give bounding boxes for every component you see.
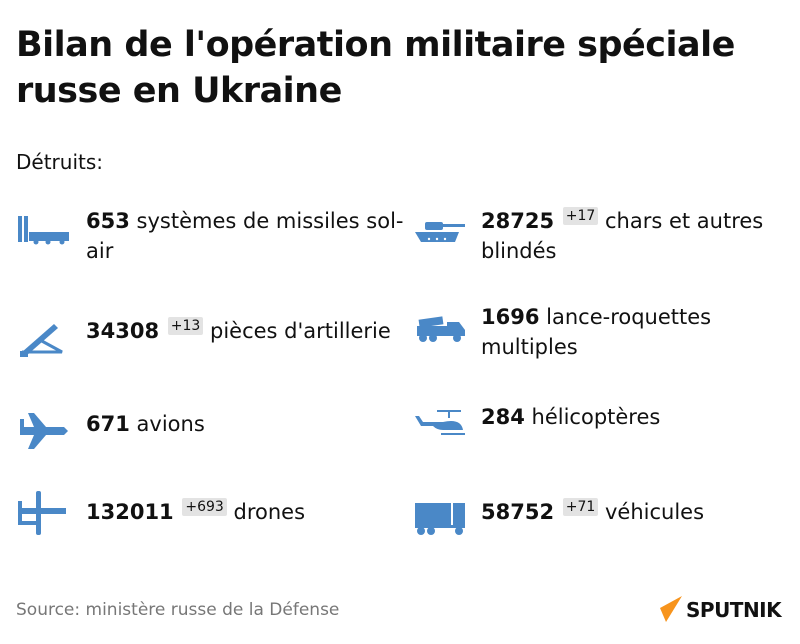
airplane-icon bbox=[20, 413, 68, 449]
stat-item: 132011 +693 drones bbox=[18, 491, 406, 535]
stat-number: 284 bbox=[481, 405, 525, 429]
stat-label: véhicules bbox=[604, 500, 705, 524]
stat-item: 28725 +17 chars et autres blindés bbox=[413, 206, 800, 266]
stat-number: 34308 bbox=[86, 319, 160, 343]
stat-item: 284 hélicoptères bbox=[413, 402, 800, 444]
delta-badge: +71 bbox=[562, 498, 599, 516]
stat-item: 1696 lance-roquettes multiples bbox=[413, 302, 800, 362]
stat-label: pièces d'artillerie bbox=[209, 319, 391, 343]
drone-icon bbox=[18, 491, 66, 535]
tank-icon bbox=[415, 222, 465, 242]
rocket-launcher-truck-icon bbox=[417, 316, 465, 342]
stat-label: systèmes de missiles sol-air bbox=[86, 209, 404, 263]
sputnik-logo: SPUTNIK bbox=[658, 596, 782, 624]
helicopter-icon bbox=[415, 410, 465, 435]
stat-number: 671 bbox=[86, 412, 130, 436]
delta-badge: +13 bbox=[167, 317, 204, 335]
page-title: Bilan de l'opération militaire spéciale … bbox=[16, 25, 735, 111]
stat-number: 1696 bbox=[481, 305, 540, 329]
stat-label: lance-roquettes multiples bbox=[481, 305, 712, 359]
stat-item: 653 systèmes de missiles sol-air bbox=[18, 206, 406, 266]
stat-item: 671 avions bbox=[18, 409, 406, 451]
stat-item: 58752 +71 véhicules bbox=[413, 497, 800, 539]
delta-badge: +17 bbox=[562, 207, 599, 225]
subtitle: Détruits: bbox=[16, 150, 104, 174]
stat-label: drones bbox=[233, 500, 306, 524]
stat-item: 34308 +13 pièces d'artillerie bbox=[18, 316, 406, 358]
stat-number: 653 bbox=[86, 209, 130, 233]
stat-label: chars et autres blindés bbox=[481, 209, 764, 263]
delta-badge: +693 bbox=[182, 498, 227, 516]
stat-label: avions bbox=[136, 412, 205, 436]
sputnik-logo-mark-icon bbox=[660, 596, 682, 622]
source-note: Source: ministère russe de la Défense bbox=[16, 600, 340, 620]
artillery-icon bbox=[20, 324, 63, 357]
stat-number: 58752 bbox=[481, 500, 555, 524]
stat-number: 28725 bbox=[481, 209, 555, 233]
missile-launcher-icon bbox=[18, 216, 69, 245]
stat-number: 132011 bbox=[86, 500, 174, 524]
logo-text: SPUTNIK bbox=[686, 598, 782, 622]
truck-icon bbox=[415, 503, 465, 535]
stat-label: hélicoptères bbox=[531, 405, 661, 429]
